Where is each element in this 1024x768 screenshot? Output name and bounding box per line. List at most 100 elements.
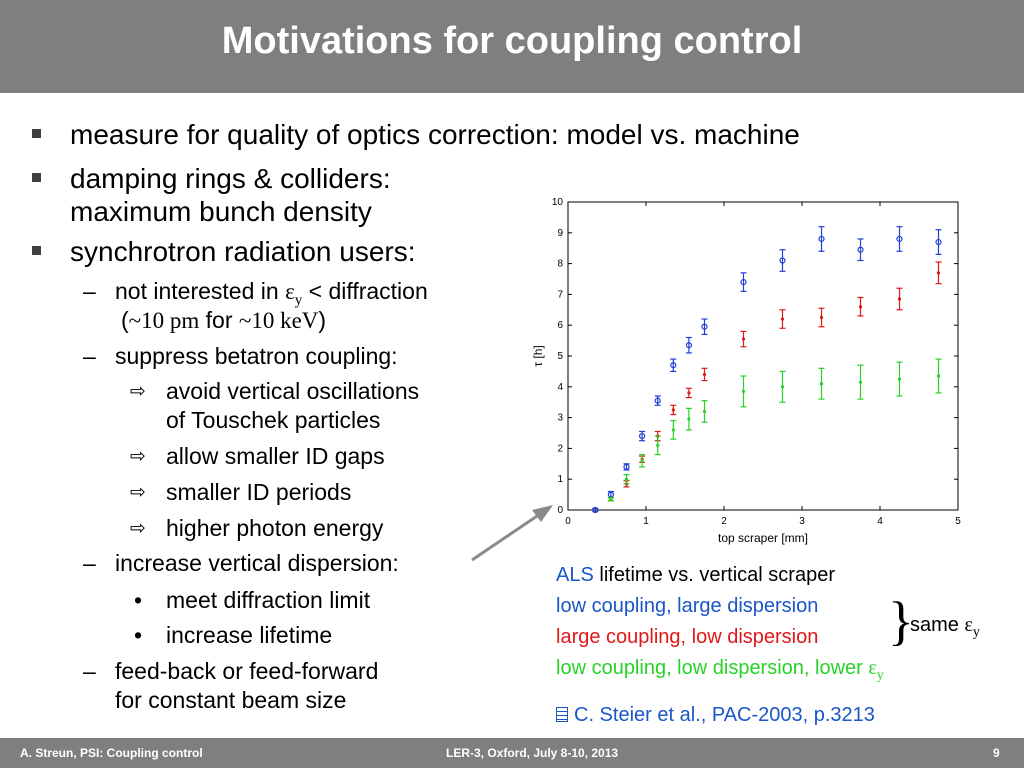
data-point xyxy=(623,473,630,485)
y-tick-label: 3 xyxy=(557,413,563,424)
marker-circle xyxy=(935,238,942,246)
marker-dot xyxy=(702,372,707,377)
dash-bullet: – xyxy=(83,658,96,684)
outline-arrow-icon: ⇨ xyxy=(130,517,146,539)
data-point xyxy=(607,497,614,502)
data-point xyxy=(670,404,677,416)
lifetime-chart: 0 1 2 3 4 5 0 1 2 3 4 5 6 7 8 9 10 top scraper [mm] τ [h… xyxy=(531,197,961,545)
marker-circle xyxy=(701,323,708,330)
data-point xyxy=(623,463,630,471)
data-points xyxy=(592,226,942,514)
data-point xyxy=(654,435,661,456)
page-title: Motivations for coupling control xyxy=(221,20,803,62)
marker-dot xyxy=(858,305,863,309)
data-point xyxy=(896,287,903,311)
data-point xyxy=(857,238,864,262)
marker-dot xyxy=(671,408,675,412)
x-tick-label: 4 xyxy=(877,516,883,527)
data-point xyxy=(779,249,786,272)
data-point xyxy=(779,370,786,403)
data-point xyxy=(896,361,903,397)
y-tick-label: 10 xyxy=(552,197,564,208)
marker-circle xyxy=(779,257,786,264)
data-point xyxy=(685,387,692,399)
marker-dot xyxy=(702,409,707,414)
y-tick-label: 9 xyxy=(557,228,563,239)
page-number: 9 xyxy=(993,746,1000,760)
marker-dot xyxy=(819,315,824,320)
marker-dot xyxy=(936,271,941,275)
footer-bar: A. Streun, PSI: Coupling control LER-3, … xyxy=(0,738,1024,768)
epsilon-symbol: ε xyxy=(285,279,295,304)
data-point xyxy=(935,229,942,255)
footer-author: A. Streun, PSI: Coupling control xyxy=(20,746,203,760)
data-point xyxy=(701,400,708,423)
data-point xyxy=(670,358,677,372)
caption-line-red: large coupling, low dispersion xyxy=(556,626,819,648)
marker-dot xyxy=(687,391,691,395)
y-tick-label: 4 xyxy=(557,382,563,393)
data-point xyxy=(818,307,825,328)
data-point xyxy=(654,395,661,406)
square-bullet-icon xyxy=(32,246,41,255)
y-tick-label: 6 xyxy=(557,320,563,331)
data-point xyxy=(592,506,599,514)
square-bullet-icon xyxy=(32,173,41,182)
data-point xyxy=(701,367,708,382)
x-tick-label: 3 xyxy=(799,516,805,527)
book-icon xyxy=(556,707,568,722)
data-point xyxy=(639,453,646,468)
data-point xyxy=(685,407,692,431)
data-point xyxy=(935,358,942,394)
data-point xyxy=(857,364,864,400)
dot-bullet: • xyxy=(134,587,143,613)
y-tick-label: 0 xyxy=(557,505,563,516)
marker-dot xyxy=(897,377,902,381)
x-axis-label: top scraper [mm] xyxy=(718,531,808,545)
marker-dot xyxy=(640,459,644,463)
same-eps-label: same εy xyxy=(910,614,980,640)
y-tick-label: 5 xyxy=(557,351,563,362)
dot-bullet: • xyxy=(134,622,143,648)
marker-dot xyxy=(741,337,746,341)
y-axis-label: τ [h] xyxy=(531,345,545,366)
data-point xyxy=(857,296,864,317)
marker-circle xyxy=(685,342,692,349)
marker-circle xyxy=(654,397,661,404)
data-point xyxy=(638,430,646,442)
marker-dot xyxy=(819,382,824,386)
x-tick-label: 0 xyxy=(565,516,571,527)
marker-circle xyxy=(740,278,747,286)
marker-circle xyxy=(670,362,677,369)
marker-dot xyxy=(741,389,746,394)
marker-dot xyxy=(624,477,629,481)
y-tick-label: 8 xyxy=(557,259,563,270)
caption-line: ALS lifetime vs. vertical scraper xyxy=(556,564,835,586)
caption-line-green: low coupling, low dispersion, lower εy xyxy=(556,657,884,683)
data-point xyxy=(685,336,692,354)
x-tick-label: 2 xyxy=(721,516,727,527)
marker-circle xyxy=(592,506,599,514)
data-point xyxy=(740,375,747,408)
marker-dot xyxy=(656,443,660,447)
marker-circle xyxy=(857,246,864,253)
marker-circle xyxy=(623,463,630,470)
data-point xyxy=(896,226,903,252)
outline-arrow-icon: ⇨ xyxy=(130,481,146,503)
caption-line-blue: low coupling, large dispersion xyxy=(556,595,819,617)
data-point xyxy=(670,420,677,440)
brace-symbol: } xyxy=(888,591,914,651)
x-tick-label: 1 xyxy=(643,516,649,527)
marker-dot xyxy=(687,417,691,421)
outline-arrow-icon: ⇨ xyxy=(130,380,146,402)
marker-dot xyxy=(897,297,902,301)
data-point xyxy=(701,318,708,336)
data-point xyxy=(779,309,786,329)
data-point xyxy=(740,272,747,292)
data-point xyxy=(935,261,942,285)
data-point xyxy=(740,330,747,348)
data-point xyxy=(607,490,615,499)
square-bullet-icon xyxy=(32,129,41,138)
marker-dot xyxy=(936,374,941,378)
dash-bullet: – xyxy=(83,278,96,304)
